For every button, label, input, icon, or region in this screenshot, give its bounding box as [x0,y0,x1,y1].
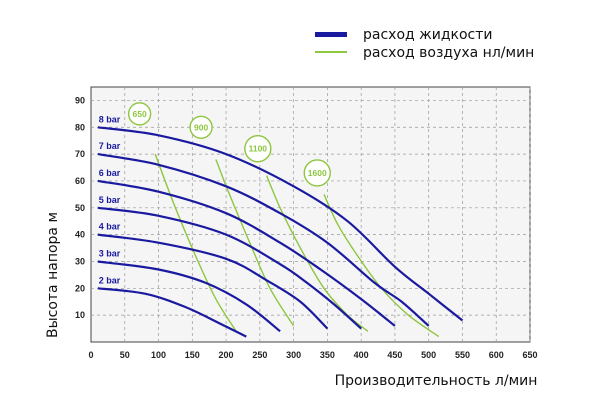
x-tick-label: 550 [455,350,470,360]
y-tick-label: 50 [75,203,85,213]
series-line-2-bar [97,287,247,338]
series-label: 3 bar [99,248,121,258]
x-tick-label: 300 [286,350,301,360]
x-tick-label: 650 [522,350,537,360]
air-label-900: 900 [194,122,208,132]
x-tick-label: 100 [151,350,166,360]
series-label: 7 bar [99,141,121,151]
x-tick-label: 600 [489,350,504,360]
series-label: 4 bar [99,222,121,232]
legend-liquid-label: расход жидкости [363,27,493,43]
series-line-8-bar [97,126,464,322]
y-tick-label: 90 [75,95,85,105]
x-tick-label: 350 [320,350,335,360]
x-tick-label: 450 [387,350,402,360]
air-curve-1600 [323,194,440,338]
series-label: 8 bar [99,114,121,124]
air-label-circle [127,102,152,126]
x-tick-label: 0 [88,350,93,360]
x-tick-label: 400 [354,350,369,360]
y-tick-label: 20 [75,283,85,293]
x-tick-label: 150 [185,350,200,360]
air-curve-900 [215,159,295,327]
air-label-circle [303,159,331,187]
series-label: 6 bar [99,168,121,178]
y-tick-label: 80 [75,122,85,132]
air-label-1100: 1100 [249,144,268,154]
air-label-1600: 1600 [308,168,327,178]
series-line-3-bar [97,260,281,333]
y-tick-label: 60 [75,176,85,186]
series-label: 5 bar [99,195,121,205]
air-label-circle [244,135,272,163]
series-line-7-bar [97,153,430,327]
y-tick-label: 10 [75,310,85,320]
x-axis-title: Производительность л/мин [335,373,538,389]
x-tick-label: 200 [219,350,234,360]
y-tick-label: 40 [75,230,85,240]
y-tick-label: 30 [75,256,85,266]
series-line-5-bar [97,206,362,330]
x-tick-label: 250 [252,350,267,360]
x-tick-label: 500 [421,350,436,360]
air-label-circle [189,115,213,139]
legend-liquid-swatch [315,32,347,37]
legend-air-label: расход воздуха нл/мин [363,45,534,61]
y-tick-label: 70 [75,149,85,159]
x-tick-label: 50 [120,350,130,360]
series-line-6-bar [97,179,396,327]
series-line-4-bar [97,233,329,330]
series-label: 2 bar [99,275,121,285]
air-label-650: 650 [133,109,147,119]
legend: расход жидкости расход воздуха нл/мин [315,27,534,61]
air-curve-650 [154,153,237,332]
y-axis-title: Высота напора м [45,212,61,338]
